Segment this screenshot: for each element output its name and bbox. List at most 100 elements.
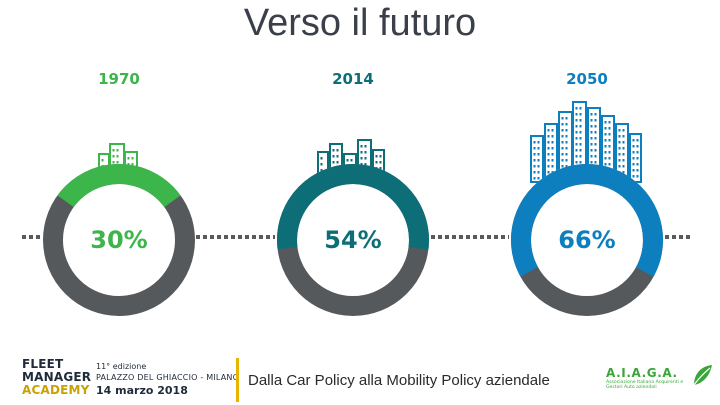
building-window (636, 157, 639, 160)
building-window (636, 175, 639, 178)
building-window (547, 135, 550, 138)
building-window (590, 113, 593, 116)
building-window (360, 145, 363, 148)
building-window (575, 131, 578, 134)
fleet-manager-academy-logo: FLEET MANAGER ACADEMY (22, 358, 91, 397)
building-window (575, 125, 578, 128)
building-window (594, 113, 597, 116)
building-window (575, 113, 578, 116)
building-window (533, 177, 536, 180)
building-window (579, 149, 582, 152)
building-window (379, 167, 382, 170)
building-window (336, 155, 339, 158)
building-window (575, 149, 578, 152)
building-window (636, 163, 639, 166)
building-window (594, 149, 597, 152)
building-window (590, 155, 593, 158)
building-window (590, 131, 593, 134)
building-window (594, 161, 597, 164)
building-window (604, 121, 607, 124)
year-label-2014: 2014 (332, 70, 374, 88)
building-window (533, 153, 536, 156)
building-window (636, 145, 639, 148)
building-window (551, 159, 554, 162)
building-window (565, 123, 568, 126)
building-window (364, 157, 367, 160)
building-window (565, 141, 568, 144)
building-window (364, 145, 367, 148)
building-window (622, 129, 625, 132)
building-window (112, 161, 115, 164)
building-window (604, 133, 607, 136)
building-window (565, 117, 568, 120)
building-window (533, 171, 536, 174)
building-window (112, 155, 115, 158)
building-window (561, 153, 564, 156)
building-window (579, 143, 582, 146)
building-window (622, 141, 625, 144)
building-window (594, 137, 597, 140)
building-window (565, 165, 568, 168)
building-window (547, 129, 550, 132)
percent-label: 54% (324, 226, 381, 254)
building-window (127, 163, 130, 166)
building-window (608, 157, 611, 160)
building-window (537, 165, 540, 168)
aiaga-logo: A.I.A.G.A. Associazione Italiana Acquire… (606, 366, 696, 390)
building-window (364, 151, 367, 154)
edition-label: 11° edizione (96, 362, 147, 371)
building-window (632, 157, 635, 160)
building-window (608, 151, 611, 154)
building-window (320, 169, 323, 172)
building-window (547, 147, 550, 150)
building-window (604, 139, 607, 142)
slide-title: Verso il futuro (243, 2, 477, 44)
building-window (632, 169, 635, 172)
footer-divider (236, 358, 239, 402)
building-window (346, 159, 349, 162)
building-window (379, 161, 382, 164)
building-window (575, 143, 578, 146)
building-window (594, 143, 597, 146)
building-window (594, 119, 597, 122)
building-window (565, 129, 568, 132)
building-window (547, 153, 550, 156)
building-window (590, 125, 593, 128)
building-window (551, 147, 554, 150)
building-window (360, 157, 363, 160)
building-icon (530, 135, 544, 183)
building-window (622, 147, 625, 150)
building-window (561, 129, 564, 132)
building-window (604, 157, 607, 160)
building-window (320, 163, 323, 166)
building-window (360, 163, 363, 166)
donut-value-arc (276, 164, 429, 316)
logo-line-fleet: FLEET (22, 357, 64, 371)
building-window (116, 161, 119, 164)
building-window (608, 139, 611, 142)
building-window (116, 155, 119, 158)
building-icon (629, 133, 642, 183)
building-window (112, 149, 115, 152)
building-window (350, 159, 353, 162)
building-window (551, 165, 554, 168)
building-window (561, 147, 564, 150)
building-window (622, 171, 625, 174)
building-window (537, 141, 540, 144)
building-window (336, 149, 339, 152)
slide-subtitle: Dalla Car Policy alla Mobility Policy az… (248, 372, 550, 389)
building-window (618, 147, 621, 150)
building-window (590, 149, 593, 152)
building-window (131, 163, 134, 166)
donut-value-arc (511, 164, 664, 316)
building-window (116, 149, 119, 152)
building-window (551, 153, 554, 156)
building-window (579, 161, 582, 164)
building-window (618, 135, 621, 138)
donut-value-arc (43, 164, 195, 316)
building-window (379, 155, 382, 158)
building-window (590, 161, 593, 164)
building-window (622, 135, 625, 138)
building-window (608, 145, 611, 148)
